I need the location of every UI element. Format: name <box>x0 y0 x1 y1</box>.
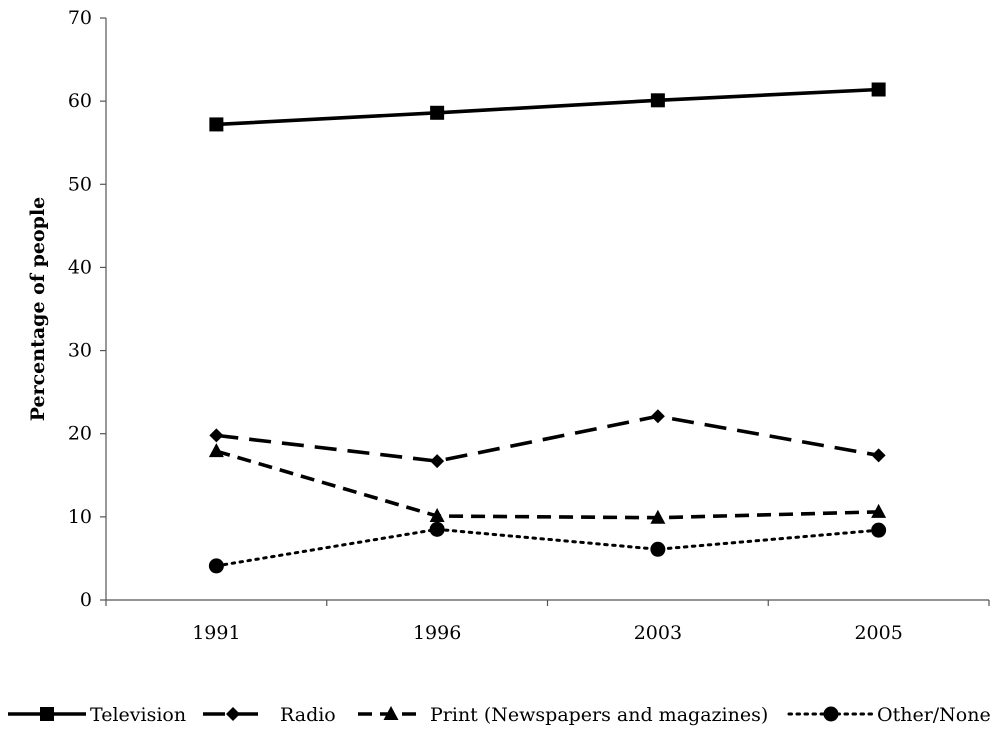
data-point <box>208 558 224 574</box>
legend-item: Radio <box>203 704 336 726</box>
data-point <box>430 105 445 120</box>
y-tick-label: 70 <box>68 7 92 29</box>
series-line <box>216 87 879 127</box>
legend-marker <box>226 707 240 721</box>
y-tick-label: 40 <box>68 256 92 278</box>
legend-item: Television <box>8 704 186 726</box>
y-tick-label: 20 <box>68 423 92 445</box>
series-square <box>209 82 886 132</box>
y-tick-label: 50 <box>68 173 92 195</box>
y-tick-label: 0 <box>80 589 92 611</box>
series-layer <box>208 82 887 574</box>
data-point <box>430 454 445 469</box>
y-tick-label: 10 <box>68 506 92 528</box>
x-tick-label: 1996 <box>413 622 461 644</box>
legend-label: Other/None <box>877 704 991 726</box>
data-point <box>871 503 887 518</box>
legend-marker <box>40 707 54 721</box>
data-point <box>429 508 445 523</box>
legend-item: Other/None <box>787 704 991 726</box>
data-point <box>209 428 224 443</box>
legend-marker <box>383 706 399 720</box>
legend-label: Print (Newspapers and magazines) <box>430 704 768 726</box>
legend-label: Television <box>90 704 186 726</box>
series-line <box>215 449 879 520</box>
series-diamond <box>209 409 886 469</box>
legend: Television Radio Print (Newspapers and mag… <box>8 704 991 726</box>
legend-marker <box>823 706 839 722</box>
data-point <box>650 541 666 557</box>
y-tick-label: 30 <box>68 340 92 362</box>
data-point <box>208 443 224 458</box>
legend-item: Print (Newspapers and magazines) <box>358 704 768 726</box>
series-line <box>214 527 881 568</box>
data-point <box>429 521 445 537</box>
y-tick-label: 60 <box>68 90 92 112</box>
series-line <box>216 414 879 463</box>
series-circle <box>208 521 887 574</box>
data-point <box>650 409 665 424</box>
legend-label: Radio <box>280 704 336 726</box>
data-point <box>650 93 665 108</box>
x-tick-label: 2003 <box>634 622 682 644</box>
data-point <box>209 117 224 132</box>
x-tick-label: 2005 <box>854 622 902 644</box>
axes: 0 10 20 30 40 50 60 70 1991 1996 2003 2005 Percentag… <box>27 7 990 644</box>
series-triangle <box>208 443 887 524</box>
data-point <box>871 448 886 463</box>
data-point <box>650 509 666 524</box>
data-point <box>871 82 886 97</box>
x-tick-label: 1991 <box>192 622 240 644</box>
y-axis-title: Percentage of people <box>27 197 49 422</box>
data-point <box>871 522 887 538</box>
